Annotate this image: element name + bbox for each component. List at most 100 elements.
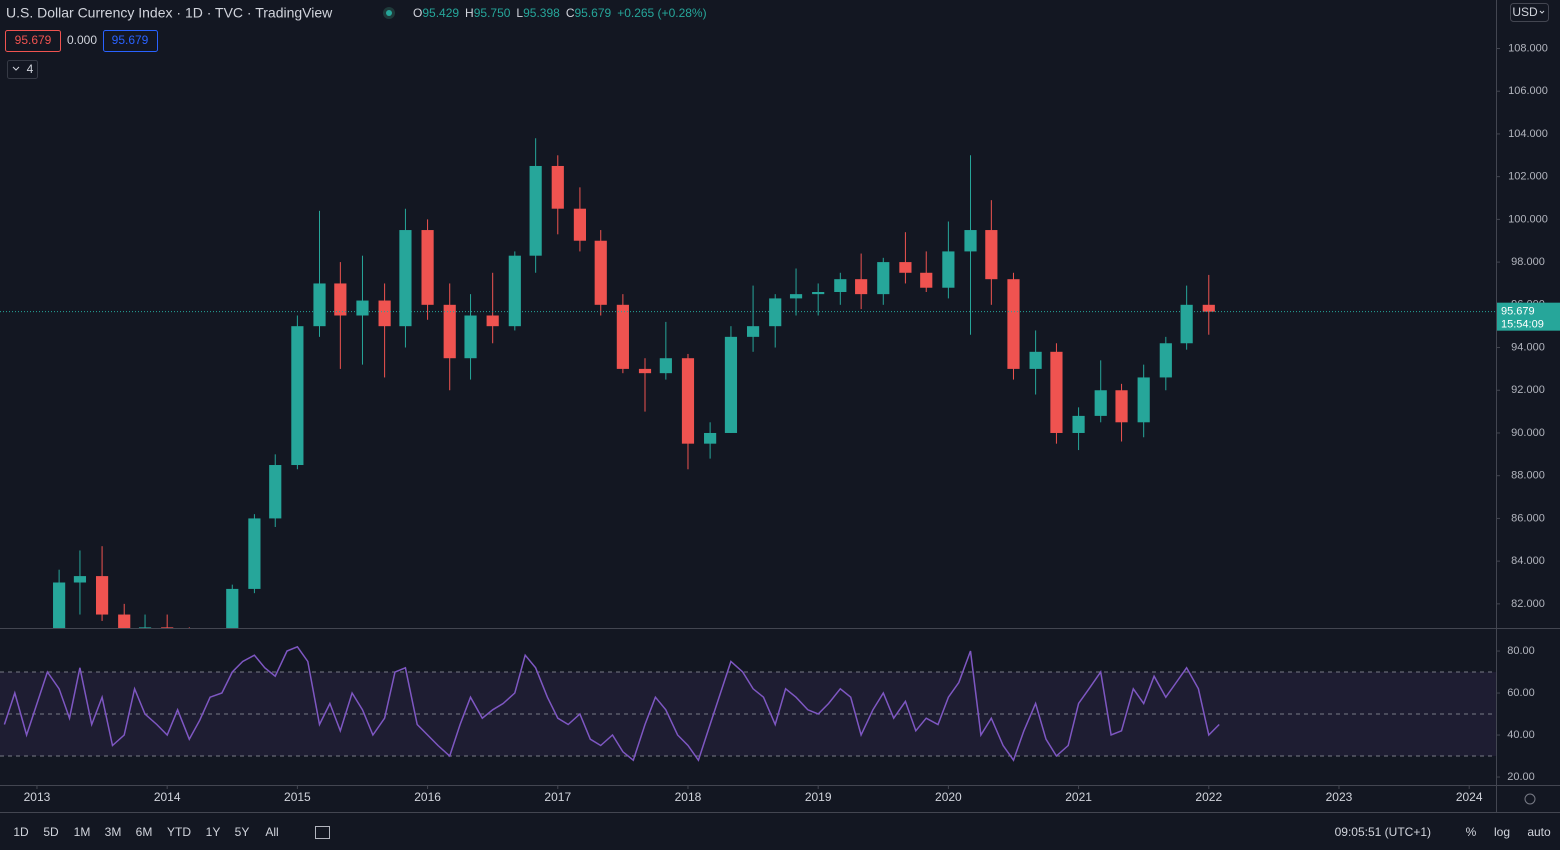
x-tick-label: 2013 — [24, 790, 51, 804]
y-tick-label: 92.000 — [1511, 384, 1545, 396]
axes-layer: 82.000 84.000 86.000 88.000 90.000 92.000 94.0… — [0, 0, 1560, 813]
candle-body — [985, 230, 998, 280]
buy-box[interactable] — [103, 30, 158, 52]
y-tick-label: 100.000 — [1508, 213, 1548, 225]
ohlc-key: C — [566, 6, 575, 20]
candle-body — [399, 230, 412, 327]
indicators-toggle[interactable] — [7, 60, 38, 79]
ohlc-value: 95.679 — [574, 6, 611, 20]
candle-body — [1137, 377, 1150, 423]
ohlc-value: 95.429 — [422, 6, 459, 20]
ohlc-key: H — [465, 6, 474, 20]
candle-body — [899, 262, 912, 273]
candle-body — [529, 165, 542, 256]
scale-option[interactable]: log — [1494, 825, 1510, 839]
candle-body — [964, 230, 977, 252]
candle-body — [616, 304, 629, 369]
spread: 0.000 — [67, 33, 97, 47]
range-button[interactable]: 1D — [13, 825, 29, 839]
candle-body — [1115, 390, 1128, 423]
candle-body — [161, 627, 174, 628]
y-tick-label: 88.000 — [1511, 470, 1545, 482]
y-tick-label: 20.00 — [1507, 771, 1535, 783]
y-tick-label: 40.00 — [1507, 729, 1535, 741]
candle-body — [508, 255, 521, 327]
candle-body — [1072, 415, 1085, 433]
candle-body — [1159, 343, 1172, 378]
candle-body — [812, 291, 825, 295]
y-tick-label: 80.00 — [1507, 645, 1535, 657]
indicators-count[interactable]: 4 — [27, 62, 34, 76]
candle-body — [704, 432, 717, 444]
candle-body — [834, 279, 847, 292]
candle-body — [746, 326, 760, 337]
y-tick-label: 60.00 — [1507, 687, 1535, 699]
candle-body — [138, 627, 152, 628]
y-tick-label: 94.000 — [1511, 341, 1545, 353]
x-tick-label: 2014 — [154, 790, 181, 804]
currency-button[interactable] — [1510, 3, 1549, 22]
buy-price[interactable]: 95.679 — [112, 33, 149, 47]
last-price-label: 95.679 — [1501, 306, 1535, 318]
x-tick-label: 2023 — [1326, 790, 1353, 804]
range-button[interactable]: 1Y — [206, 825, 221, 839]
range-button[interactable]: 1M — [74, 825, 91, 839]
range-button[interactable]: YTD — [167, 825, 191, 839]
y-tick-label: 98.000 — [1511, 256, 1545, 268]
candle-body — [334, 283, 347, 316]
y-tick-label: 106.000 — [1508, 85, 1548, 97]
candle-body — [1029, 351, 1042, 369]
x-tick-label: 2020 — [935, 790, 962, 804]
candle-body — [769, 298, 782, 327]
y-tick-label: 108.000 — [1508, 42, 1548, 54]
range-button[interactable]: 6M — [136, 825, 153, 839]
candle-body — [638, 368, 652, 374]
candle-body — [1180, 304, 1193, 344]
currency-label[interactable]: USD — [1512, 5, 1538, 19]
candle-body — [378, 300, 391, 327]
currency-chevron — [1539, 10, 1545, 14]
x-tick-label: 2017 — [544, 790, 571, 804]
scale-option[interactable]: auto — [1527, 825, 1551, 839]
x-tick-label: 2022 — [1195, 790, 1222, 804]
sell-price[interactable]: 95.679 — [15, 33, 52, 47]
y-tick-label: 104.000 — [1508, 128, 1548, 140]
ohlc-key: O — [413, 6, 422, 20]
candle-body — [942, 251, 955, 288]
candle-body — [920, 272, 933, 288]
candle-body — [118, 614, 131, 628]
candle-body — [724, 336, 738, 433]
range-button[interactable]: 3M — [105, 825, 122, 839]
candle-body — [573, 208, 586, 241]
candle-body — [291, 326, 304, 466]
candle-body — [659, 358, 672, 374]
candle-body — [226, 588, 239, 628]
sell-box[interactable] — [5, 30, 61, 52]
goto-date-icon[interactable] — [315, 826, 330, 839]
countdown-label: 15:54:09 — [1501, 319, 1544, 331]
x-tick-label: 2019 — [805, 790, 832, 804]
ohlc-change: +0.265 (+0.28%) — [617, 6, 706, 20]
candle-body — [789, 294, 803, 299]
y-tick-label: 86.000 — [1511, 512, 1545, 524]
candle-body — [421, 230, 434, 305]
candle-body — [855, 279, 868, 295]
y-tick-label: 82.000 — [1511, 598, 1545, 610]
range-button[interactable]: All — [265, 825, 278, 839]
range-button[interactable]: 5Y — [235, 825, 250, 839]
rsi-line — [3, 645, 1220, 762]
x-tick-label: 2015 — [284, 790, 311, 804]
status-dot — [386, 10, 392, 16]
clock[interactable]: 09:05:51 (UTC+1) — [1335, 825, 1431, 839]
candle-body — [464, 315, 477, 359]
scale-option[interactable]: % — [1466, 825, 1477, 839]
candle-body — [73, 576, 87, 583]
legend: U.S. Dollar Currency Index · 1D · TVC · … — [5, 3, 1549, 79]
candle-body — [1007, 279, 1020, 369]
settings-icon[interactable] — [1524, 793, 1536, 805]
symbol-title: U.S. Dollar Currency Index · 1D · TVC · … — [6, 5, 333, 21]
candle-body — [248, 518, 261, 589]
range-button[interactable]: 5D — [43, 825, 59, 839]
candle-body — [95, 576, 109, 615]
